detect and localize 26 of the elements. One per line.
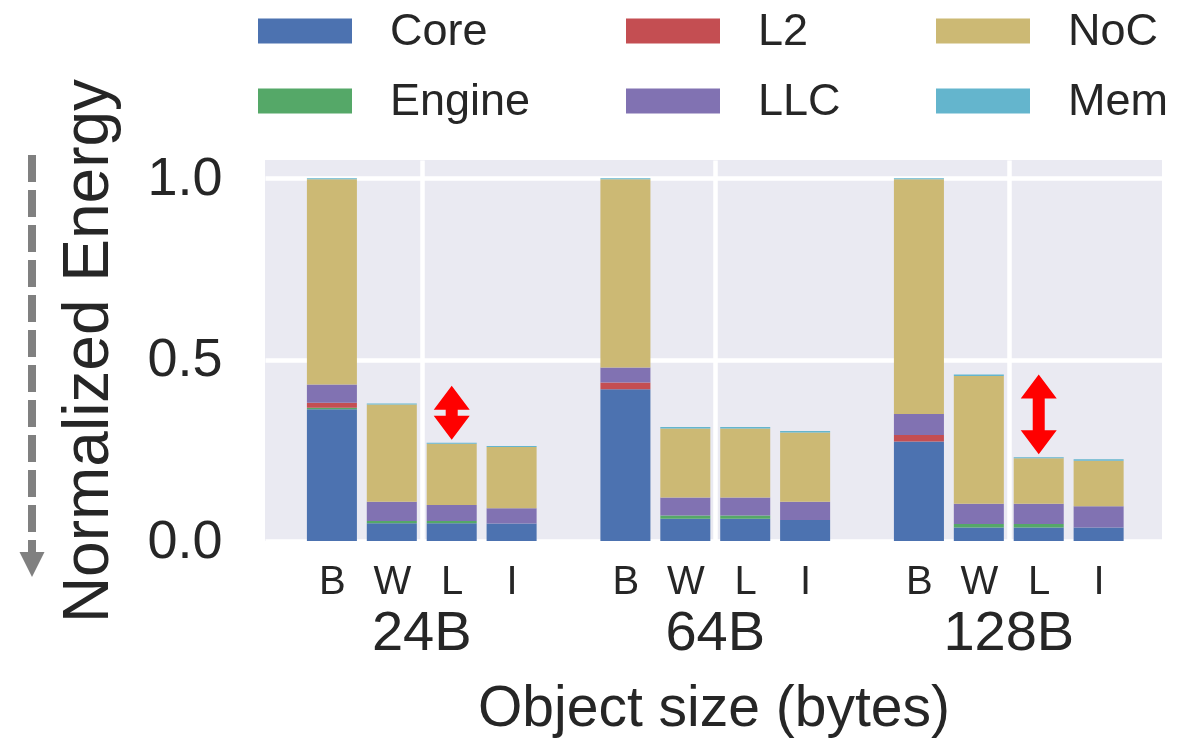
y-tick-label: 0.5 xyxy=(147,327,223,388)
text: 24B xyxy=(371,599,472,662)
legend-label: Engine xyxy=(390,74,531,125)
y-tick-label: 1.0 xyxy=(147,145,223,206)
x-tick-label: W xyxy=(666,557,705,602)
legend-label: L2 xyxy=(758,4,809,55)
legend-label: NoC xyxy=(1068,4,1159,55)
x-tick-label: I xyxy=(800,557,812,602)
y-tick-label: 0.0 xyxy=(147,508,223,569)
x-tick-label: L xyxy=(734,557,757,602)
x-tick-label: B xyxy=(612,557,640,602)
x-tick-label: L xyxy=(441,557,464,602)
legend-label: Core xyxy=(390,4,488,55)
text: 128B xyxy=(943,599,1075,662)
x-tick-label: B xyxy=(319,557,346,602)
legend-label: LLC xyxy=(758,74,841,125)
x-tick-label: I xyxy=(506,557,518,602)
text: 64B xyxy=(665,599,766,662)
x-tick-label: W xyxy=(373,557,412,602)
y-axis-title: Normalized Energy xyxy=(50,78,123,624)
legend-label: Mem xyxy=(1068,74,1168,125)
x-tick-label: L xyxy=(1028,557,1051,602)
x-tick-label: I xyxy=(1093,557,1105,602)
x-tick-label: W xyxy=(960,557,999,602)
x-tick-label: B xyxy=(906,557,933,602)
x-axis-title: Object size (bytes) xyxy=(478,673,950,738)
